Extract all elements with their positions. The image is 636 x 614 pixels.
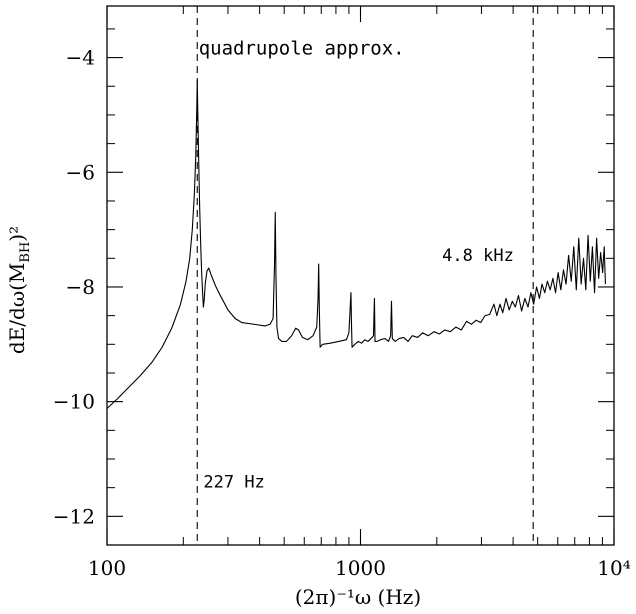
y-tick-label: −8 <box>66 275 95 299</box>
y-axis-label: dE/dω(MBH)² <box>5 226 33 354</box>
reference-lines <box>196 6 534 545</box>
x-tick-label: 1000 <box>335 556 386 580</box>
annotation-227-hz: 227 Hz <box>203 473 264 493</box>
y-tick-label: −10 <box>53 390 95 414</box>
x-tick-label: 10⁴ <box>597 556 630 580</box>
axis-ticks <box>106 6 615 546</box>
x-axis-label: (2π)⁻¹ω (Hz) <box>295 585 421 609</box>
annotation-quadrupole: quadrupole approx. <box>199 38 405 60</box>
annotations: quadrupole approx. 4.8 kHz 227 Hz <box>199 38 514 493</box>
x-tick-label: 100 <box>88 556 126 580</box>
y-tick-label: −4 <box>66 46 95 70</box>
tick-labels: 100 1000 10⁴ −4 −6 −8 −10 −12 <box>53 46 631 580</box>
y-tick-label: −12 <box>53 504 95 528</box>
y-tick-label: −6 <box>66 160 95 184</box>
spectrum-series-line <box>106 79 606 409</box>
annotation-4-8-khz: 4.8 kHz <box>442 246 514 266</box>
plot-frame <box>106 5 615 546</box>
